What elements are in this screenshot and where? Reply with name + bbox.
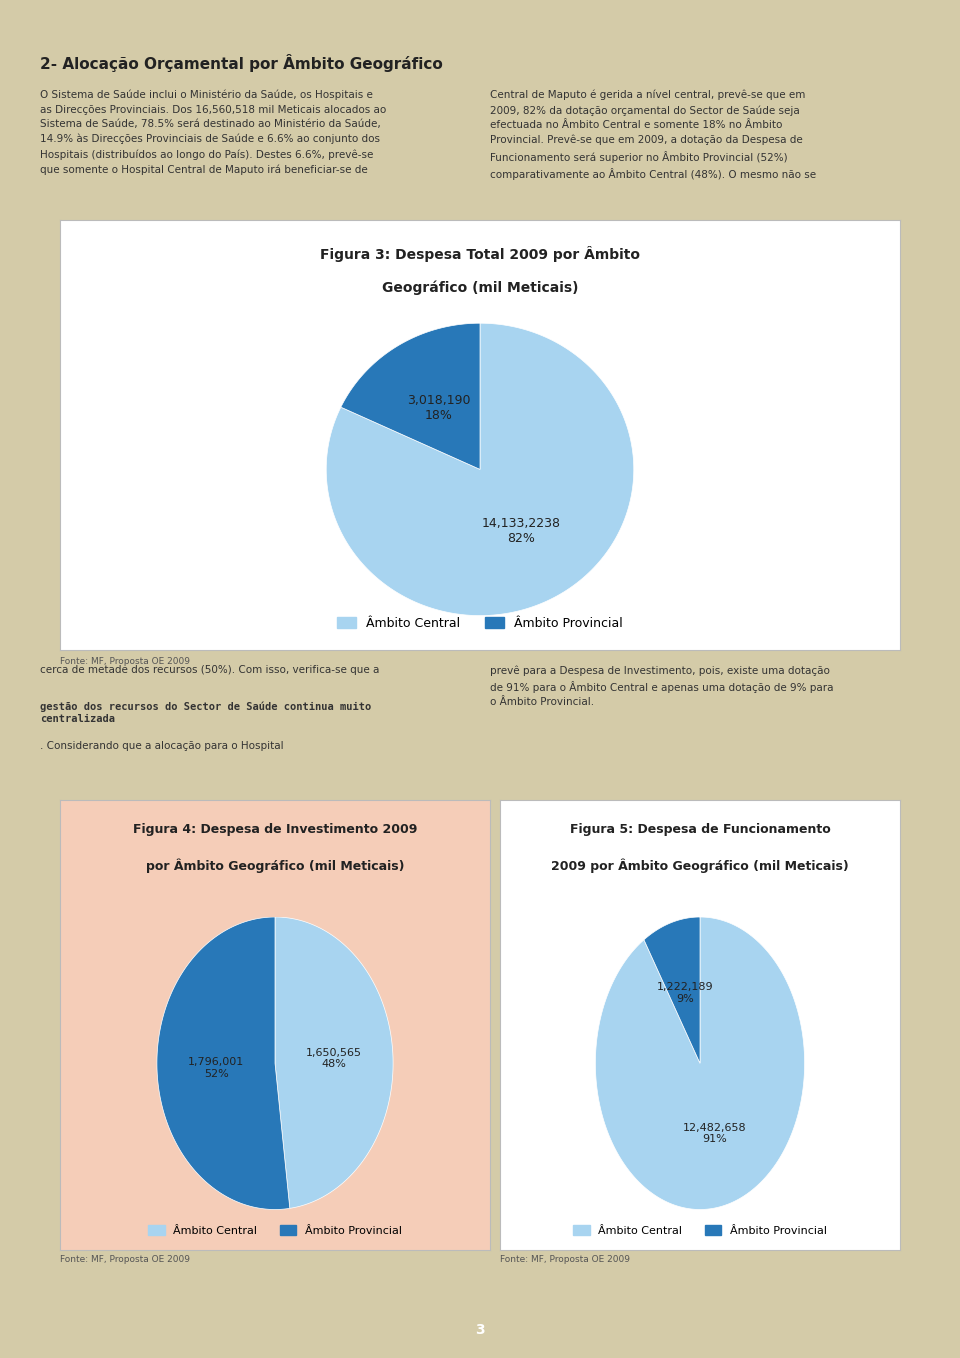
Polygon shape xyxy=(275,917,393,1209)
Text: 3,018,190
18%: 3,018,190 18% xyxy=(407,394,470,422)
Text: por Âmbito Geográfico (mil Meticais): por Âmbito Geográfico (mil Meticais) xyxy=(146,858,404,873)
Legend: Âmbito Central, Âmbito Provincial: Âmbito Central, Âmbito Provincial xyxy=(568,1221,831,1240)
Polygon shape xyxy=(595,917,804,1210)
Text: 14,133,2238
82%: 14,133,2238 82% xyxy=(482,517,561,545)
Text: 12,482,658
91%: 12,482,658 91% xyxy=(683,1123,747,1145)
Polygon shape xyxy=(341,323,480,470)
Polygon shape xyxy=(326,323,634,615)
Text: O Sistema de Saúde inclui o Ministério da Saúde, os Hospitais e
as Direcções Pro: O Sistema de Saúde inclui o Ministério d… xyxy=(40,90,386,175)
Polygon shape xyxy=(644,917,700,1063)
Text: Geográfico (mil Meticais): Geográfico (mil Meticais) xyxy=(382,280,578,295)
Text: gestão dos recursos do Sector de Saúde continua muito
centralizada: gestão dos recursos do Sector de Saúde c… xyxy=(40,702,372,724)
Text: 1,650,565
48%: 1,650,565 48% xyxy=(306,1048,362,1070)
Text: cerca de metade dos recursos (50%). Com isso, verifica-se que a: cerca de metade dos recursos (50%). Com … xyxy=(40,665,379,675)
Text: . Considerando que a alocação para o Hospital: . Considerando que a alocação para o Hos… xyxy=(40,740,283,751)
Text: prevê para a Despesa de Investimento, pois, existe uma dotação
de 91% para o Âmb: prevê para a Despesa de Investimento, po… xyxy=(490,665,833,708)
Text: 1,222,189
9%: 1,222,189 9% xyxy=(657,982,713,1004)
Text: Fonte: MF, Proposta OE 2009: Fonte: MF, Proposta OE 2009 xyxy=(60,1255,190,1264)
Text: 2009 por Âmbito Geográfico (mil Meticais): 2009 por Âmbito Geográfico (mil Meticais… xyxy=(551,858,849,873)
Text: Fonte: MF, Proposta OE 2009: Fonte: MF, Proposta OE 2009 xyxy=(60,657,190,667)
Text: Fonte: MF, Proposta OE 2009: Fonte: MF, Proposta OE 2009 xyxy=(500,1255,630,1264)
Legend: Âmbito Central, Âmbito Provincial: Âmbito Central, Âmbito Provincial xyxy=(143,1221,407,1240)
Text: Central de Maputo é gerida a nível central, prevê-se que em
2009, 82% da dotação: Central de Maputo é gerida a nível centr… xyxy=(490,90,816,181)
Text: Figura 5: Despesa de Funcionamento: Figura 5: Despesa de Funcionamento xyxy=(569,823,830,835)
Polygon shape xyxy=(156,917,290,1210)
Text: Figura 4: Despesa de Investimento 2009: Figura 4: Despesa de Investimento 2009 xyxy=(132,823,418,835)
Text: 2- Alocação Orçamental por Âmbito Geográfico: 2- Alocação Orçamental por Âmbito Geográ… xyxy=(40,54,443,72)
Text: Figura 3: Despesa Total 2009 por Âmbito: Figura 3: Despesa Total 2009 por Âmbito xyxy=(320,246,640,262)
Text: 3: 3 xyxy=(475,1323,485,1338)
Text: 1,796,001
52%: 1,796,001 52% xyxy=(188,1057,244,1078)
Legend: Âmbito Central, Âmbito Provincial: Âmbito Central, Âmbito Provincial xyxy=(332,612,628,636)
